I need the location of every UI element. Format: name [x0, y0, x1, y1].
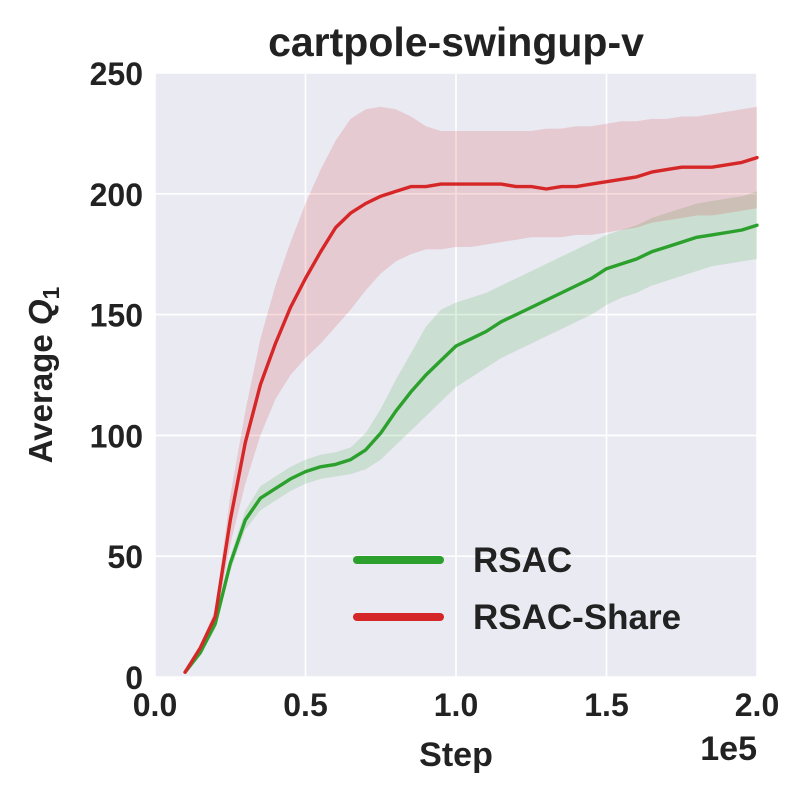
y-tick-label: 0 — [125, 660, 143, 696]
rsac-line — [183, 223, 759, 674]
y-tick-label: 200 — [90, 177, 143, 213]
y-tick-labels: 0 50 100 150 200 250 — [90, 56, 143, 696]
rsac-share-band — [185, 106, 758, 673]
legend-label: RSAC-Share — [473, 598, 681, 637]
y-tick-label: 250 — [90, 56, 143, 92]
x-axis-scale-label: 1e5 — [700, 730, 757, 768]
legend: RSAC RSAC-Share — [353, 541, 681, 637]
x-tick-label: 0.0 — [133, 687, 177, 723]
rsac-share-line — [183, 155, 759, 674]
y-axis-label-main: Average — [22, 325, 59, 463]
y-tick-label: 100 — [90, 418, 143, 454]
series-lines — [183, 155, 759, 674]
x-tick-labels: 0.0 0.5 1.0 1.5 2.0 — [133, 687, 779, 723]
gridlines — [154, 72, 758, 678]
y-tick-label: 150 — [90, 298, 143, 334]
confidence-bands — [185, 106, 758, 673]
x-tick-label: 1.0 — [434, 687, 478, 723]
chart-title: cartpole-swingup-v — [268, 19, 644, 65]
legend-label: RSAC — [473, 541, 572, 580]
y-tick-label: 50 — [107, 539, 143, 575]
x-tick-label: 1.5 — [584, 687, 628, 723]
y-axis-label-subscript: 1 — [38, 286, 64, 299]
x-axis-label: Step — [419, 736, 493, 774]
y-axis-label: Average Q1 — [22, 286, 64, 463]
x-tick-label: 2.0 — [735, 687, 779, 723]
y-axis-label-variable: Q — [22, 299, 59, 325]
rsac-band — [185, 191, 758, 673]
x-tick-label: 0.5 — [283, 687, 327, 723]
